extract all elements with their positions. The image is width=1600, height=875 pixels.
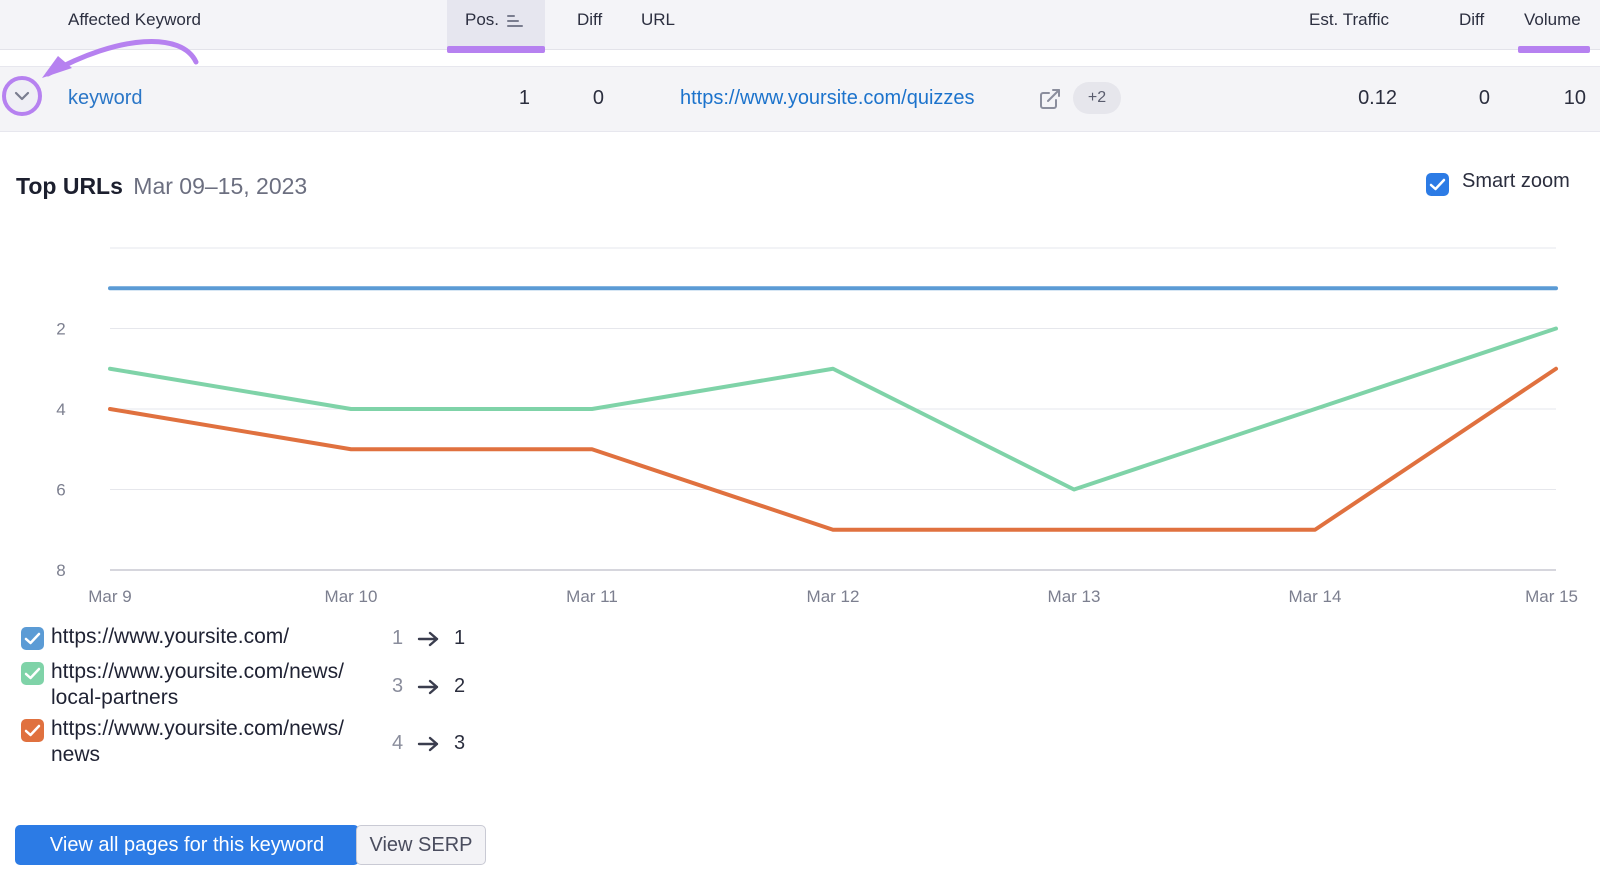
- checkmark-icon: [1429, 178, 1446, 191]
- x-tick-label: Mar 14: [1289, 587, 1342, 606]
- legend-url: https://www.yoursite.com/news/: [51, 660, 344, 683]
- top-urls-chart: 2 4 6 8 Mar 9 Mar 10 Mar 11 Mar 12 Mar 13 Mar 14…: [56, 247, 1578, 606]
- y-tick-label: 2: [56, 320, 65, 339]
- chevron-down-icon: [14, 91, 30, 101]
- y-tick-label: 4: [56, 400, 65, 419]
- legend-to-position: 1: [454, 627, 466, 649]
- url-link[interactable]: https://www.yoursite.com/quizzes: [680, 87, 975, 109]
- annotation-arrow-icon: [42, 39, 199, 78]
- legend-url: https://www.yoursite.com/news/: [51, 717, 344, 740]
- header-url: URL: [641, 10, 676, 29]
- table-header: Affected Keyword Pos. Diff URL Est. Traf…: [0, 0, 1600, 50]
- legend-checkbox[interactable]: [21, 627, 44, 650]
- date-range: Mar 09–15, 2023: [133, 173, 308, 199]
- series-line-2: [108, 326, 1558, 492]
- legend-url-continued: local-partners: [51, 686, 179, 709]
- arrow-right-icon: [417, 679, 439, 695]
- header-pos-label: Pos.: [465, 10, 500, 29]
- chart-grid: [110, 247, 1556, 571]
- x-tick-label: Mar 13: [1048, 587, 1101, 606]
- pos-value: 1: [518, 87, 530, 109]
- diff-value: 0: [592, 87, 604, 109]
- sort-lines-icon: [507, 14, 524, 27]
- y-axis-ticks: 2 4 6 8: [56, 320, 65, 581]
- volume-value: 10: [1563, 87, 1586, 109]
- more-urls-badge[interactable]: +2: [1073, 82, 1121, 114]
- pos-column-highlight: [447, 0, 545, 50]
- traffic-diff-value: 0: [1478, 87, 1490, 109]
- chart-series: [108, 286, 1558, 532]
- table-row[interactable]: keyword 1 0 https://www.yoursite.com/qui…: [0, 66, 1600, 132]
- header-diff[interactable]: Diff: [577, 10, 603, 29]
- x-tick-label: Mar 12: [807, 587, 860, 606]
- x-axis-ticks: Mar 9 Mar 10 Mar 11 Mar 12 Mar 13 Mar 14 Mar 1…: [88, 587, 1578, 606]
- legend-from-position: 3: [392, 675, 404, 697]
- legend-to-position: 3: [454, 732, 466, 754]
- header-est-traffic[interactable]: Est. Traffic: [1309, 10, 1389, 29]
- smart-zoom-checkbox[interactable]: [1426, 173, 1449, 196]
- expand-row-button[interactable]: [2, 76, 42, 116]
- legend-checkbox[interactable]: [21, 719, 44, 742]
- y-tick-label: 8: [56, 561, 65, 580]
- external-link-icon[interactable]: [1038, 87, 1062, 111]
- x-tick-label: Mar 10: [325, 587, 378, 606]
- legend-to-position: 2: [454, 675, 466, 697]
- y-tick-label: 6: [56, 481, 65, 500]
- checkmark-icon: [24, 724, 41, 737]
- legend-from-position: 1: [392, 627, 404, 649]
- checkmark-icon: [24, 632, 41, 645]
- header-pos[interactable]: Pos.: [465, 10, 524, 30]
- view-all-pages-button[interactable]: View all pages for this keyword: [15, 825, 359, 865]
- legend-from-position: 4: [392, 732, 404, 754]
- header-affected-keyword[interactable]: Affected Keyword: [68, 10, 201, 29]
- header-traffic-diff[interactable]: Diff: [1459, 10, 1485, 29]
- x-tick-label: Mar 15: [1525, 587, 1578, 606]
- arrow-right-icon: [417, 631, 439, 647]
- legend-checkbox[interactable]: [21, 662, 44, 685]
- est-traffic-value: 0.12: [1358, 87, 1397, 109]
- legend-url: https://www.yoursite.com/: [51, 625, 290, 648]
- x-tick-label: Mar 9: [88, 587, 131, 606]
- smart-zoom-label[interactable]: Smart zoom: [1462, 170, 1570, 192]
- arrow-right-icon: [417, 736, 439, 752]
- header-volume[interactable]: Volume: [1524, 10, 1581, 29]
- checkmark-icon: [24, 667, 41, 680]
- volume-underline-highlight: [1518, 46, 1590, 53]
- top-urls-heading: Top URLs: [16, 173, 123, 199]
- keyword-link[interactable]: keyword: [68, 87, 143, 109]
- view-serp-button[interactable]: View SERP: [356, 825, 486, 865]
- legend-url-continued: news: [51, 743, 101, 766]
- chart-title: Top URLs Mar 09–15, 2023: [16, 173, 307, 200]
- series-line-3: [108, 366, 1558, 532]
- pos-underline-highlight: [447, 46, 545, 53]
- x-tick-label: Mar 11: [566, 587, 618, 606]
